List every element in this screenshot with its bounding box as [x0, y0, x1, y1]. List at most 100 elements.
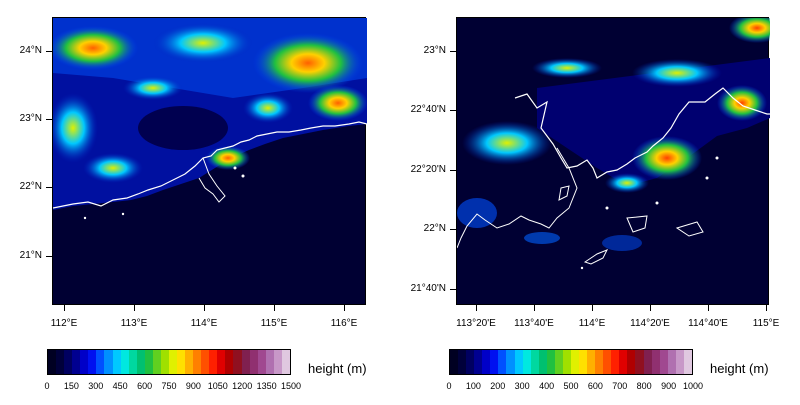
colorbar-swatch — [683, 350, 692, 374]
right-ytick-label-4: 22°N — [423, 223, 446, 234]
left-ytick-label-2: 23°N — [19, 113, 42, 124]
colorbar-swatch — [450, 350, 459, 374]
colorbar-swatch — [538, 350, 547, 374]
right-map-panel: 23°N 22°40'N 22°20'N 22°N 21°40'N 113°20… — [400, 0, 800, 405]
colorbar-swatch — [160, 350, 169, 374]
colorbar-tick-label: 900 — [185, 381, 201, 391]
colorbar-tick-label: 1350 — [256, 381, 277, 391]
colorbar-tick-label: 750 — [161, 381, 177, 391]
left-colorbar-label: height (m) — [308, 361, 367, 376]
colorbar-swatch — [217, 350, 226, 374]
right-ytick-label-1: 23°N — [423, 45, 446, 56]
right-xtick-mark-3 — [592, 305, 593, 311]
colorbar-tick-label: 300 — [88, 381, 104, 391]
left-xtick-label-5: 116°E — [330, 318, 358, 329]
colorbar-swatch — [64, 350, 73, 374]
colorbar-swatch — [177, 350, 186, 374]
left-xtick-mark-3 — [204, 305, 205, 311]
colorbar-tick-label: 1200 — [232, 381, 253, 391]
colorbar-tick-label: 700 — [612, 381, 628, 391]
right-ytick-mark-4 — [450, 229, 456, 230]
left-xtick-mark-4 — [274, 305, 275, 311]
colorbar-swatch — [201, 350, 210, 374]
colorbar-swatch — [273, 350, 282, 374]
colorbar-swatch — [48, 350, 57, 374]
right-xtick-mark-2 — [534, 305, 535, 311]
colorbar-tick-label: 800 — [636, 381, 652, 391]
right-terrain-graphic — [457, 18, 770, 270]
left-xtick-mark-1 — [64, 305, 65, 311]
colorbar-swatch — [635, 350, 644, 374]
left-xtick-label-4: 115°E — [260, 318, 288, 329]
colorbar-swatch — [120, 350, 129, 374]
right-terrain-map — [456, 17, 770, 305]
colorbar-tick-label: 200 — [490, 381, 506, 391]
colorbar-swatch — [209, 350, 218, 374]
colorbar-swatch — [168, 350, 177, 374]
colorbar-swatch — [152, 350, 161, 374]
colorbar-tick-label: 600 — [137, 381, 153, 391]
colorbar-swatch — [530, 350, 539, 374]
colorbar-tick-label: 100 — [465, 381, 481, 391]
colorbar-swatch — [281, 350, 290, 374]
right-xtick-mark-6 — [766, 305, 767, 311]
colorbar-swatch — [643, 350, 652, 374]
colorbar-swatch — [88, 350, 97, 374]
colorbar-swatch — [265, 350, 274, 374]
colorbar-tick-label: 0 — [44, 381, 50, 391]
colorbar-swatch — [225, 350, 234, 374]
right-ytick-mark-5 — [450, 289, 456, 290]
colorbar-swatch — [587, 350, 596, 374]
left-xtick-label-2: 113°E — [120, 318, 148, 329]
colorbar-swatch — [96, 350, 105, 374]
colorbar-swatch — [651, 350, 660, 374]
left-ytick-mark-2 — [46, 119, 52, 120]
left-map-panel: 24°N 23°N 22°N 21°N 112°E 113°E 114°E 11… — [19, 17, 367, 391]
colorbar-tick-label: 1000 — [682, 381, 704, 391]
left-ytick-label-4: 21°N — [19, 250, 42, 261]
colorbar-swatch — [56, 350, 65, 374]
colorbar-swatch — [490, 350, 499, 374]
colorbar-swatch — [659, 350, 668, 374]
right-xtick-label-3: 114°E — [578, 318, 606, 329]
colorbar-swatch — [570, 350, 579, 374]
colorbar-swatch — [136, 350, 145, 374]
colorbar-swatch — [675, 350, 684, 374]
colorbar-swatch — [498, 350, 507, 374]
colorbar-tick-label: 450 — [112, 381, 128, 391]
left-ytick-mark-4 — [46, 256, 52, 257]
left-xtick-mark-5 — [344, 305, 345, 311]
right-xtick-label-1: 113°20'E — [456, 318, 496, 329]
left-ytick-mark-1 — [46, 51, 52, 52]
colorbar-swatch — [193, 350, 202, 374]
right-xtick-mark-1 — [476, 305, 477, 311]
left-ytick-label-3: 22°N — [19, 181, 42, 192]
colorbar-tick-label: 300 — [514, 381, 530, 391]
colorbar-swatch — [249, 350, 258, 374]
colorbar-tick-label: 900 — [661, 381, 677, 391]
colorbar-swatch — [104, 350, 113, 374]
left-xtick-mark-2 — [134, 305, 135, 311]
colorbar-swatch — [144, 350, 153, 374]
colorbar-swatch — [474, 350, 483, 374]
colorbar-swatch — [595, 350, 604, 374]
right-xtick-label-2: 113°40'E — [514, 318, 554, 329]
left-xtick-label-3: 114°E — [190, 318, 218, 329]
colorbar-swatch — [112, 350, 121, 374]
colorbar-tick-label: 400 — [539, 381, 555, 391]
colorbar-swatch — [667, 350, 676, 374]
right-ytick-label-2: 22°40'N — [410, 104, 446, 115]
right-ytick-mark-1 — [450, 51, 456, 52]
colorbar-tick-label: 1500 — [280, 381, 302, 391]
colorbar-swatch — [128, 350, 137, 374]
right-xtick-mark-5 — [708, 305, 709, 311]
right-xtick-label-5: 114°40'E — [688, 318, 728, 329]
colorbar-tick-label: 1050 — [207, 381, 228, 391]
colorbar-swatch — [233, 350, 242, 374]
colorbar-swatch — [562, 350, 571, 374]
left-ytick-label-1: 24°N — [19, 45, 42, 56]
colorbar-swatch — [482, 350, 491, 374]
colorbar-swatch — [522, 350, 531, 374]
colorbar-swatch — [506, 350, 515, 374]
right-xtick-label-4: 114°20'E — [630, 318, 670, 329]
